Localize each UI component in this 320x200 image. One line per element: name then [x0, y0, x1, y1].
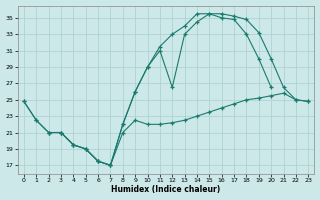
- X-axis label: Humidex (Indice chaleur): Humidex (Indice chaleur): [111, 185, 221, 194]
